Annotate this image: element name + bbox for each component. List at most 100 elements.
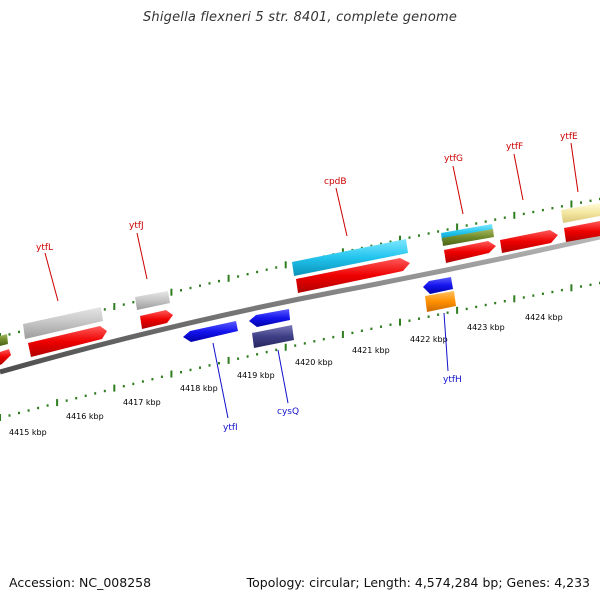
minor-tick <box>446 228 449 231</box>
minor-tick <box>256 353 259 356</box>
minor-tick <box>418 317 420 320</box>
label-leader <box>212 342 229 419</box>
gene-arrow-reverse[interactable] <box>249 309 290 327</box>
feature-block-cream[interactable] <box>561 203 600 223</box>
minor-tick <box>589 283 592 286</box>
minor-tick <box>132 301 135 304</box>
gene-arrow-forward[interactable] <box>564 221 600 242</box>
kbp-label: 4422 kbp <box>410 335 448 344</box>
feature-block-orange[interactable] <box>425 291 456 312</box>
minor-tick <box>465 224 468 227</box>
minor-tick <box>427 232 430 235</box>
label-leader <box>335 187 348 237</box>
gene-label-ytfE[interactable]: ytfE <box>560 132 578 142</box>
accession-text: Accession: NC_008258 <box>9 575 152 590</box>
minor-tick <box>237 275 240 278</box>
minor-tick <box>265 268 268 271</box>
label-leader <box>44 252 59 302</box>
feature-block-cyan[interactable] <box>292 239 408 276</box>
major-tick <box>570 284 573 292</box>
feature-block-gray[interactable] <box>23 307 103 339</box>
minor-tick <box>484 303 487 307</box>
major-tick <box>113 303 116 310</box>
inner-tick-track <box>0 281 600 421</box>
feature-block-olive[interactable] <box>442 229 494 246</box>
kbp-label: 4416 kbp <box>66 412 104 421</box>
minor-tick <box>580 285 582 288</box>
reverse-feature-track <box>183 277 456 348</box>
kbp-label: 4424 kbp <box>525 313 563 322</box>
gene-arrow-reverse[interactable] <box>423 277 453 294</box>
genome-backbone <box>0 234 600 375</box>
minor-tick <box>27 409 30 412</box>
kbp-label: 4419 kbp <box>237 371 275 380</box>
minor-tick <box>237 357 240 360</box>
minor-tick <box>484 220 487 223</box>
feature-block-navy[interactable] <box>252 325 294 348</box>
gene-arrow-forward[interactable] <box>296 258 410 293</box>
minor-tick <box>75 397 78 400</box>
major-tick <box>513 295 516 303</box>
gene-arrow-forward[interactable] <box>444 241 496 263</box>
minor-tick <box>275 348 278 352</box>
genome-summary-text: Topology: circular; Length: 4,574,284 bp… <box>246 575 590 590</box>
minor-tick <box>408 319 411 322</box>
minor-tick <box>122 303 125 306</box>
minor-tick <box>446 311 449 314</box>
major-tick <box>170 370 173 378</box>
gene-arrow-reverse[interactable] <box>183 321 238 342</box>
minor-tick <box>589 199 592 202</box>
forward-gene-labels: ytfL ytfJ cpdB ytfG ytfF ytfE <box>36 132 579 302</box>
minor-tick <box>437 230 440 233</box>
gene-label-ytfL[interactable]: ytfL <box>36 243 53 253</box>
minor-tick <box>180 371 182 374</box>
gene-label-ytfH[interactable]: ytfH <box>443 375 462 385</box>
gene-label-ytfI[interactable]: ytfI <box>223 423 238 433</box>
gene-arrow-forward[interactable] <box>28 326 107 357</box>
major-tick <box>399 318 401 326</box>
minor-tick <box>94 392 97 395</box>
feature-block-gray[interactable] <box>135 291 170 310</box>
kbp-label: 4417 kbp <box>123 398 161 407</box>
minor-tick <box>475 222 478 225</box>
minor-tick <box>580 201 582 204</box>
feature-block-olive[interactable] <box>0 334 8 346</box>
minor-tick <box>380 242 382 245</box>
minor-tick <box>8 333 11 336</box>
major-tick <box>399 235 401 243</box>
minor-tick <box>532 294 535 297</box>
minor-tick <box>551 290 554 294</box>
minor-tick <box>84 394 87 397</box>
minor-tick <box>180 289 182 292</box>
gene-label-ytfF[interactable]: ytfF <box>506 142 523 152</box>
minor-tick <box>218 279 220 283</box>
label-leader <box>443 312 449 372</box>
major-tick <box>170 288 173 296</box>
major-tick <box>570 200 573 208</box>
minor-tick <box>199 284 201 287</box>
minor-tick <box>370 327 373 330</box>
minor-tick <box>322 338 325 341</box>
minor-tick <box>560 288 563 292</box>
major-tick <box>227 274 230 282</box>
minor-tick <box>18 411 20 415</box>
major-tick <box>456 223 459 231</box>
minor-tick <box>351 331 354 335</box>
gene-label-cpdB[interactable]: cpdB <box>324 177 347 187</box>
minor-tick <box>294 344 297 347</box>
kbp-label: 4418 kbp <box>180 384 218 393</box>
gene-arrow-forward[interactable] <box>500 230 558 253</box>
minor-tick <box>151 378 154 381</box>
minor-tick <box>437 313 440 316</box>
label-leader <box>277 349 289 404</box>
gene-label-cysQ[interactable]: cysQ <box>277 407 299 417</box>
gene-arrow-forward[interactable] <box>140 310 173 329</box>
label-leader <box>570 142 579 193</box>
gene-arrow-forward[interactable] <box>0 349 11 365</box>
major-tick <box>284 343 287 351</box>
gene-label-ytfJ[interactable]: ytfJ <box>129 221 144 231</box>
minor-tick <box>360 329 363 332</box>
minor-tick <box>503 300 506 303</box>
gene-label-ytfG[interactable]: ytfG <box>444 154 463 164</box>
